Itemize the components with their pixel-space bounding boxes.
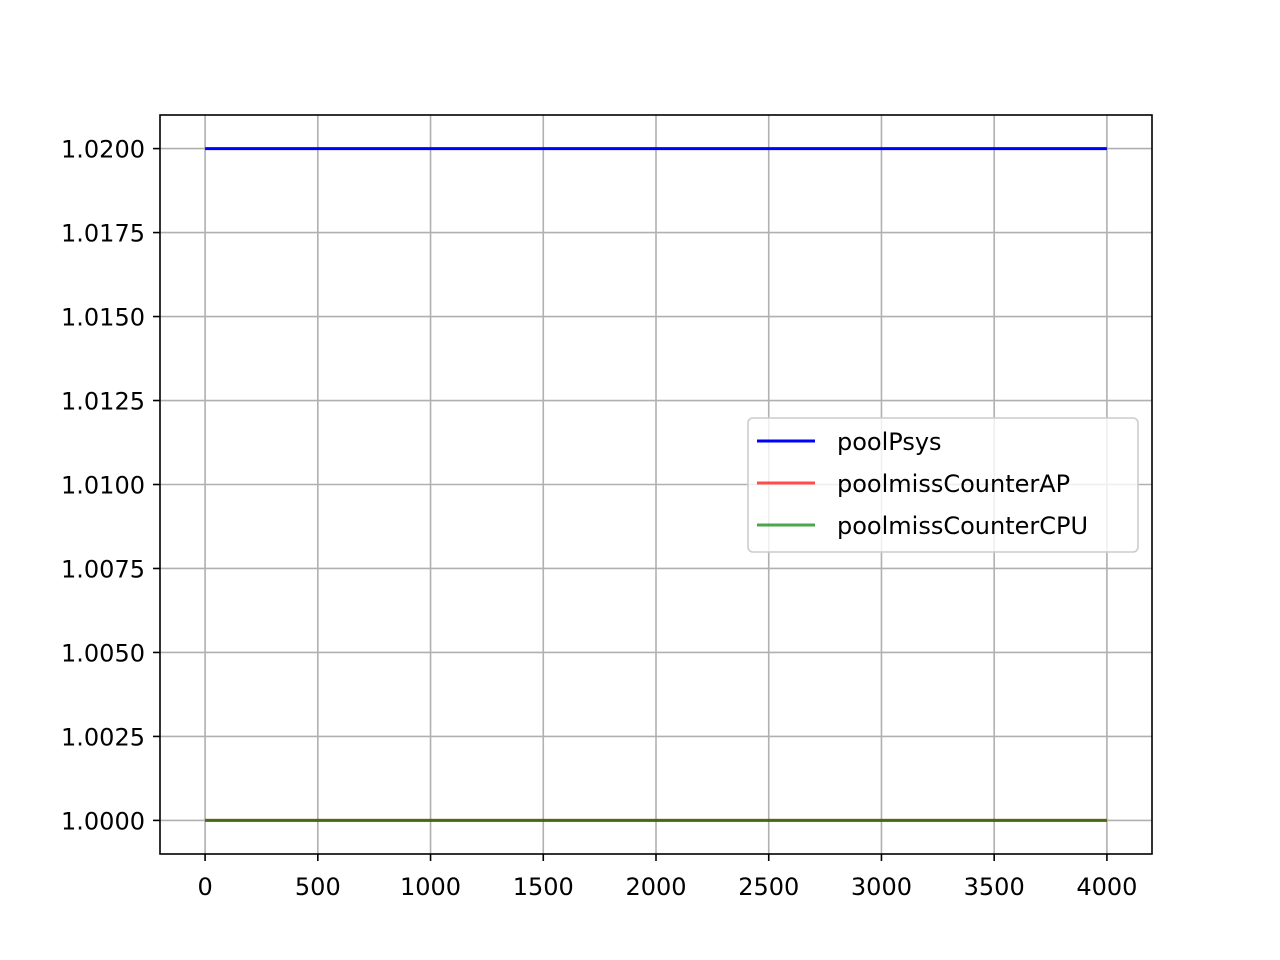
legend-label: poolPsys	[837, 428, 942, 456]
x-tick-label: 4000	[1076, 873, 1137, 901]
y-tick-label: 1.0075	[61, 555, 145, 583]
y-tick-label: 1.0100	[61, 472, 145, 500]
x-tick-label: 2000	[625, 873, 686, 901]
y-tick-label: 1.0125	[61, 388, 145, 416]
x-tick-label: 2500	[738, 873, 799, 901]
y-tick-label: 1.0000	[61, 807, 145, 835]
y-tick-label: 1.0175	[61, 220, 145, 248]
y-axis: 1.0000 1.0025 1.0050 1.0075 1.0100 1.0125 1.01…	[61, 136, 160, 835]
y-tick-label: 1.0025	[61, 723, 145, 751]
legend-label: poolmissCounterCPU	[837, 512, 1088, 540]
y-tick-label: 1.0200	[61, 136, 145, 164]
x-axis: 0 500 1000 1500 2000 2500 3000 3500 4000	[197, 854, 1137, 901]
legend-box	[747, 417, 1139, 553]
series-lines	[205, 147, 1107, 822]
y-tick-label: 1.0150	[61, 304, 145, 332]
legend: poolPsys poolmissCounterAP poolmissCounter…	[747, 417, 1139, 553]
x-tick-label: 1500	[513, 873, 574, 901]
x-tick-label: 3500	[964, 873, 1025, 901]
x-tick-label: 1000	[400, 873, 461, 901]
x-tick-label: 500	[295, 873, 341, 901]
y-tick-label: 1.0050	[61, 639, 145, 667]
x-tick-label: 0	[197, 873, 212, 901]
legend-label: poolmissCounterAP	[837, 470, 1070, 498]
x-tick-label: 3000	[851, 873, 912, 901]
